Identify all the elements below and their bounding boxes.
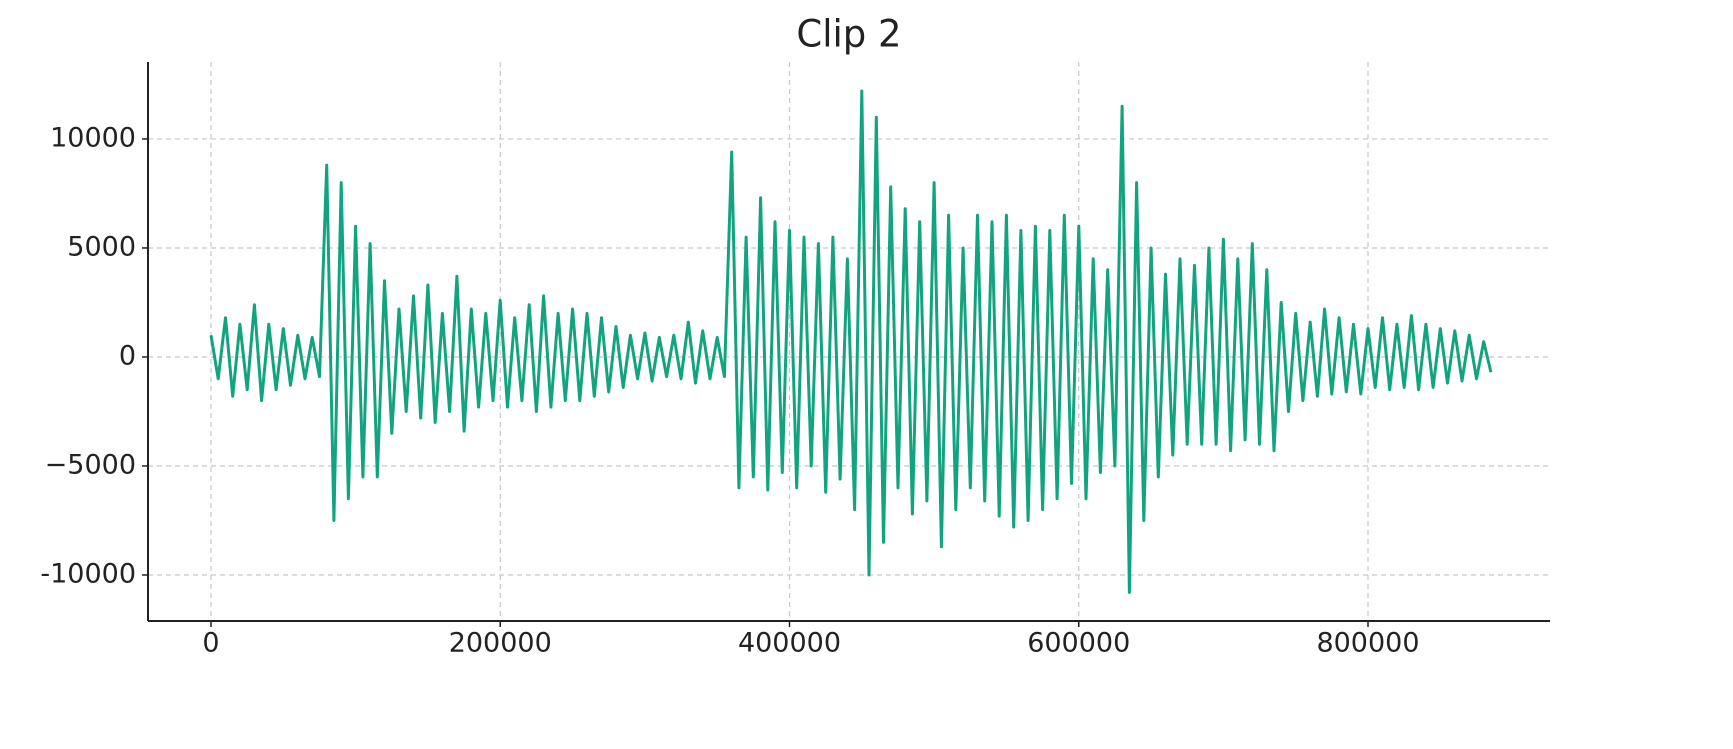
y-tick-label: -10000 (40, 558, 136, 589)
x-tick-label: 800000 (1316, 628, 1419, 659)
y-tick-label: 10000 (50, 122, 136, 153)
x-tick-label: 400000 (738, 628, 841, 659)
chart-title: Clip 2 (796, 13, 901, 56)
y-tick-label: 0 (119, 340, 136, 371)
x-tick-label: 0 (202, 628, 219, 659)
y-tick-label: 5000 (67, 231, 136, 262)
y-tick-label: −5000 (45, 449, 136, 480)
waveform-line (209, 89, 1493, 594)
x-tick-label: 600000 (1027, 628, 1130, 659)
x-tick-label: 200000 (449, 628, 552, 659)
